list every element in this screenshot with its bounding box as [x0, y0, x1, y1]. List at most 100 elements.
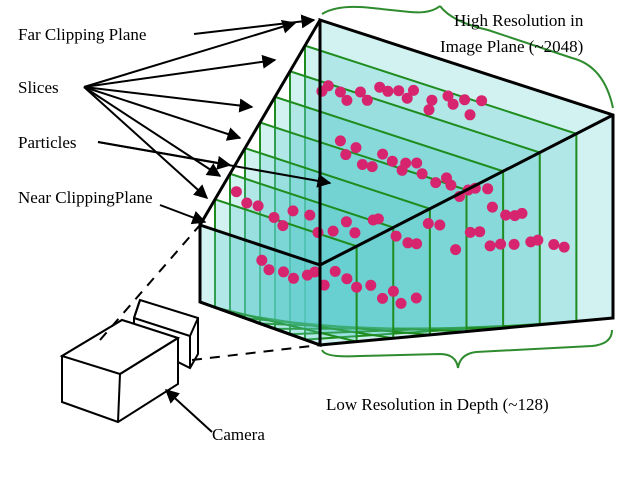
label-low-resolution: Low Resolution in Depth (~128) [326, 395, 549, 414]
particle [387, 285, 399, 297]
particle [508, 238, 520, 250]
particle [442, 90, 454, 102]
particle [459, 94, 471, 106]
particle [361, 94, 373, 106]
particle [341, 273, 353, 285]
particle [500, 209, 512, 221]
particle [486, 201, 498, 213]
particle [377, 148, 389, 160]
particle [548, 239, 560, 250]
slices-arrow-4 [83, 86, 242, 141]
particle [309, 266, 321, 278]
particle [401, 92, 413, 104]
particle [256, 254, 268, 266]
particle [312, 227, 324, 238]
particle [532, 234, 544, 246]
far-plane-outline [318, 17, 615, 347]
particle [351, 281, 363, 293]
particle [341, 94, 353, 106]
label-slices: Slices [18, 78, 59, 97]
particle [329, 265, 341, 277]
particle [411, 157, 423, 169]
particle [516, 207, 528, 219]
label-far-clipping-plane: Far Clipping Plane [18, 25, 146, 44]
particle [408, 84, 419, 96]
particle [395, 297, 407, 309]
particle [354, 86, 366, 98]
particle [374, 81, 386, 93]
particle [445, 179, 457, 191]
particle [450, 244, 462, 256]
particle [434, 219, 446, 231]
particle [422, 218, 434, 229]
frustum-wireframe [198, 17, 615, 348]
slices-group [199, 18, 614, 347]
particle [349, 227, 361, 239]
slices-arrow-3 [83, 86, 254, 113]
particle [402, 237, 414, 249]
particle [277, 220, 289, 232]
particle [268, 212, 280, 223]
camera-icon [59, 298, 199, 424]
particle [416, 168, 428, 180]
frustum-edge-top-left [198, 19, 322, 226]
view-lines [99, 224, 321, 361]
slices-arrow-2 [83, 54, 277, 88]
particle [350, 142, 362, 154]
camera-arrow [164, 389, 213, 433]
particle [377, 292, 388, 304]
frustum-edge-bottom-left [199, 300, 321, 347]
far-plane-arrow [193, 14, 316, 35]
particle [476, 95, 488, 107]
frustum-edge-top-right [319, 113, 614, 267]
slices-arrow-5 [83, 86, 222, 177]
particle [230, 186, 242, 198]
high-res-brace [321, 5, 614, 109]
particle [495, 238, 507, 250]
particle [334, 135, 346, 147]
particle [340, 149, 352, 161]
slices-arrow-1 [83, 19, 297, 88]
particle [365, 279, 377, 291]
particle [263, 264, 275, 276]
particle [287, 205, 299, 217]
particle [430, 177, 442, 189]
particle [241, 197, 253, 209]
particle [393, 85, 405, 97]
near-plane-arrow [159, 204, 207, 225]
particle [252, 200, 264, 212]
label-near-clipping-plane: Near ClippingPlane [18, 188, 153, 207]
particle [423, 104, 435, 116]
particle [327, 225, 339, 237]
particle [484, 240, 496, 252]
particle [464, 109, 476, 121]
particle [410, 292, 422, 304]
particle [322, 80, 334, 92]
label-camera: Camera [212, 425, 265, 444]
particle [340, 216, 352, 228]
particle [400, 157, 412, 169]
particle [447, 98, 459, 110]
particle [372, 213, 384, 225]
low-res-brace [321, 329, 613, 369]
particle [288, 272, 299, 284]
particle [356, 159, 368, 170]
particle [464, 226, 476, 238]
particle [382, 85, 394, 97]
particles-arrow-2 [97, 141, 332, 188]
particle [390, 230, 402, 242]
particles-group [230, 80, 570, 309]
particle [386, 155, 398, 167]
label-high-resolution-2: Image Plane (~2048) [440, 37, 583, 56]
particle [558, 241, 570, 253]
particle [482, 183, 494, 195]
particle [304, 209, 316, 221]
label-high-resolution-1: High Resolution in [454, 11, 584, 30]
particle [334, 86, 346, 98]
label-particles: Particles [18, 133, 77, 152]
particle [278, 266, 289, 278]
particle [474, 226, 486, 238]
particle [426, 94, 438, 106]
